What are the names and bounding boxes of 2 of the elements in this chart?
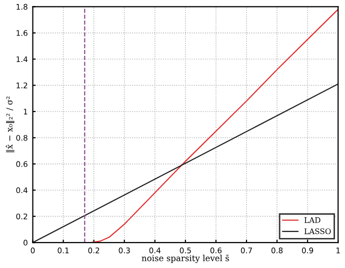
y-axis-title: ‖x̂ − x₀‖₂² / σ² (6, 96, 14, 152)
x-axis-title: noise sparsity level s̄ (142, 254, 229, 263)
